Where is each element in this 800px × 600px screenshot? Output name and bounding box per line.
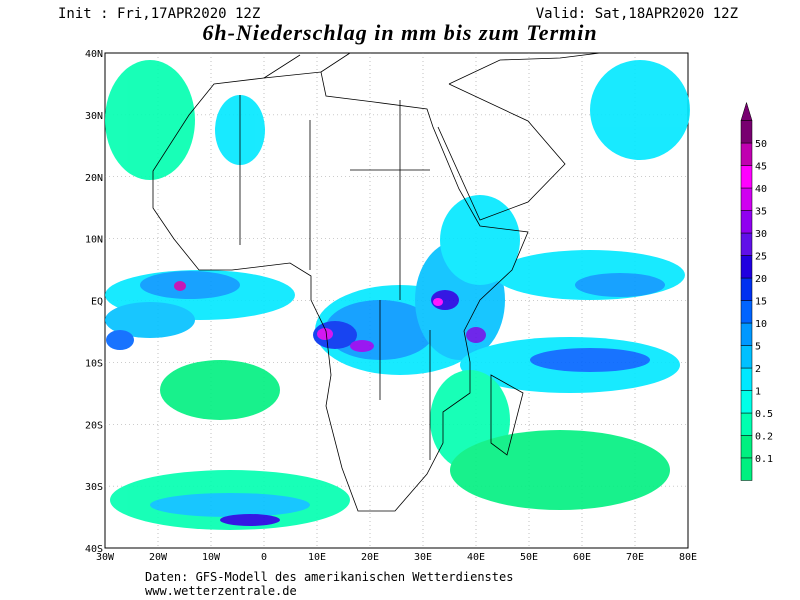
colorbar-label: 35 <box>755 207 767 218</box>
colorbar-box <box>740 232 753 256</box>
lat-label: 30S <box>85 482 103 493</box>
lon-label: 10W <box>202 552 221 563</box>
colorbar-box <box>740 210 753 234</box>
colorbar-label: 50 <box>755 139 767 150</box>
map: 30W 20W 10W 0 10E 20E 30E 40E 50E 60E 70E 80E 40N 30N… <box>85 49 697 563</box>
colorbar-box <box>740 300 753 324</box>
colorbar-box <box>740 345 753 369</box>
colorbar-label: 5 <box>755 342 761 353</box>
init-time: Init : Fri,17APR2020 12Z <box>58 6 260 22</box>
colorbar-label: 2 <box>755 364 761 375</box>
lat-label: 20N <box>85 173 103 184</box>
colorbar-box <box>740 435 753 459</box>
colorbar-box <box>740 322 753 346</box>
coastlines <box>152 52 601 512</box>
lon-label: 0 <box>261 552 267 563</box>
footer-url: www.wetterzentrale.de <box>145 584 297 598</box>
lon-label: 30W <box>96 552 115 563</box>
colorbar-box <box>740 255 753 279</box>
colorbar-label: 30 <box>755 229 767 240</box>
colorbar-label: 10 <box>755 319 767 330</box>
colorbar-label: 15 <box>755 297 767 308</box>
colorbar-label: 0.1 <box>755 454 773 465</box>
precipitation <box>105 60 690 530</box>
lat-label: 10N <box>85 235 103 246</box>
colorbar-box <box>740 412 753 436</box>
colorbar-label: 20 <box>755 274 767 285</box>
lon-label: 30E <box>414 552 432 563</box>
lat-label: 40N <box>85 49 103 60</box>
lat-label: 40S <box>85 544 103 555</box>
lon-label: 10E <box>308 552 326 563</box>
colorbar-label: 0.2 <box>755 432 773 443</box>
lon-label: 20W <box>149 552 168 563</box>
colorbar-box <box>740 390 753 414</box>
lat-label: 20S <box>85 420 103 431</box>
lon-label: 20E <box>361 552 379 563</box>
lon-label: 80E <box>679 552 697 563</box>
colorbar-box <box>740 457 753 481</box>
colorbar-label: 40 <box>755 184 767 195</box>
lat-label: EQ <box>91 297 103 308</box>
colorbar-box <box>740 187 753 211</box>
colorbar-label: 1 <box>755 387 761 398</box>
lon-label: 70E <box>626 552 644 563</box>
axis-labels: 30W 20W 10W 0 10E 20E 30E 40E 50E 60E 70E 80E 40N 30N… <box>85 49 697 563</box>
lat-label: 30N <box>85 111 103 122</box>
valid-time: Valid: Sat,18APR2020 12Z <box>536 6 738 22</box>
colorbar-box <box>740 120 753 144</box>
colorbar-label: 45 <box>755 162 767 173</box>
colorbar-arrow <box>740 101 753 121</box>
colorbar-box <box>740 165 753 189</box>
colorbar-box <box>740 277 753 301</box>
lat-label: 10S <box>85 358 103 369</box>
colorbar-box <box>740 142 753 166</box>
lon-label: 40E <box>467 552 485 563</box>
lon-label: 60E <box>573 552 591 563</box>
lon-label: 50E <box>520 552 538 563</box>
colorbar-label: 25 <box>755 252 767 263</box>
colorbar-box <box>740 367 753 391</box>
colorbar-label: 0.5 <box>755 409 773 420</box>
footer-source: Daten: GFS-Modell des amerikanischen Wet… <box>145 570 513 584</box>
title: 6h-Niederschlag in mm bis zum Termin <box>202 20 597 45</box>
